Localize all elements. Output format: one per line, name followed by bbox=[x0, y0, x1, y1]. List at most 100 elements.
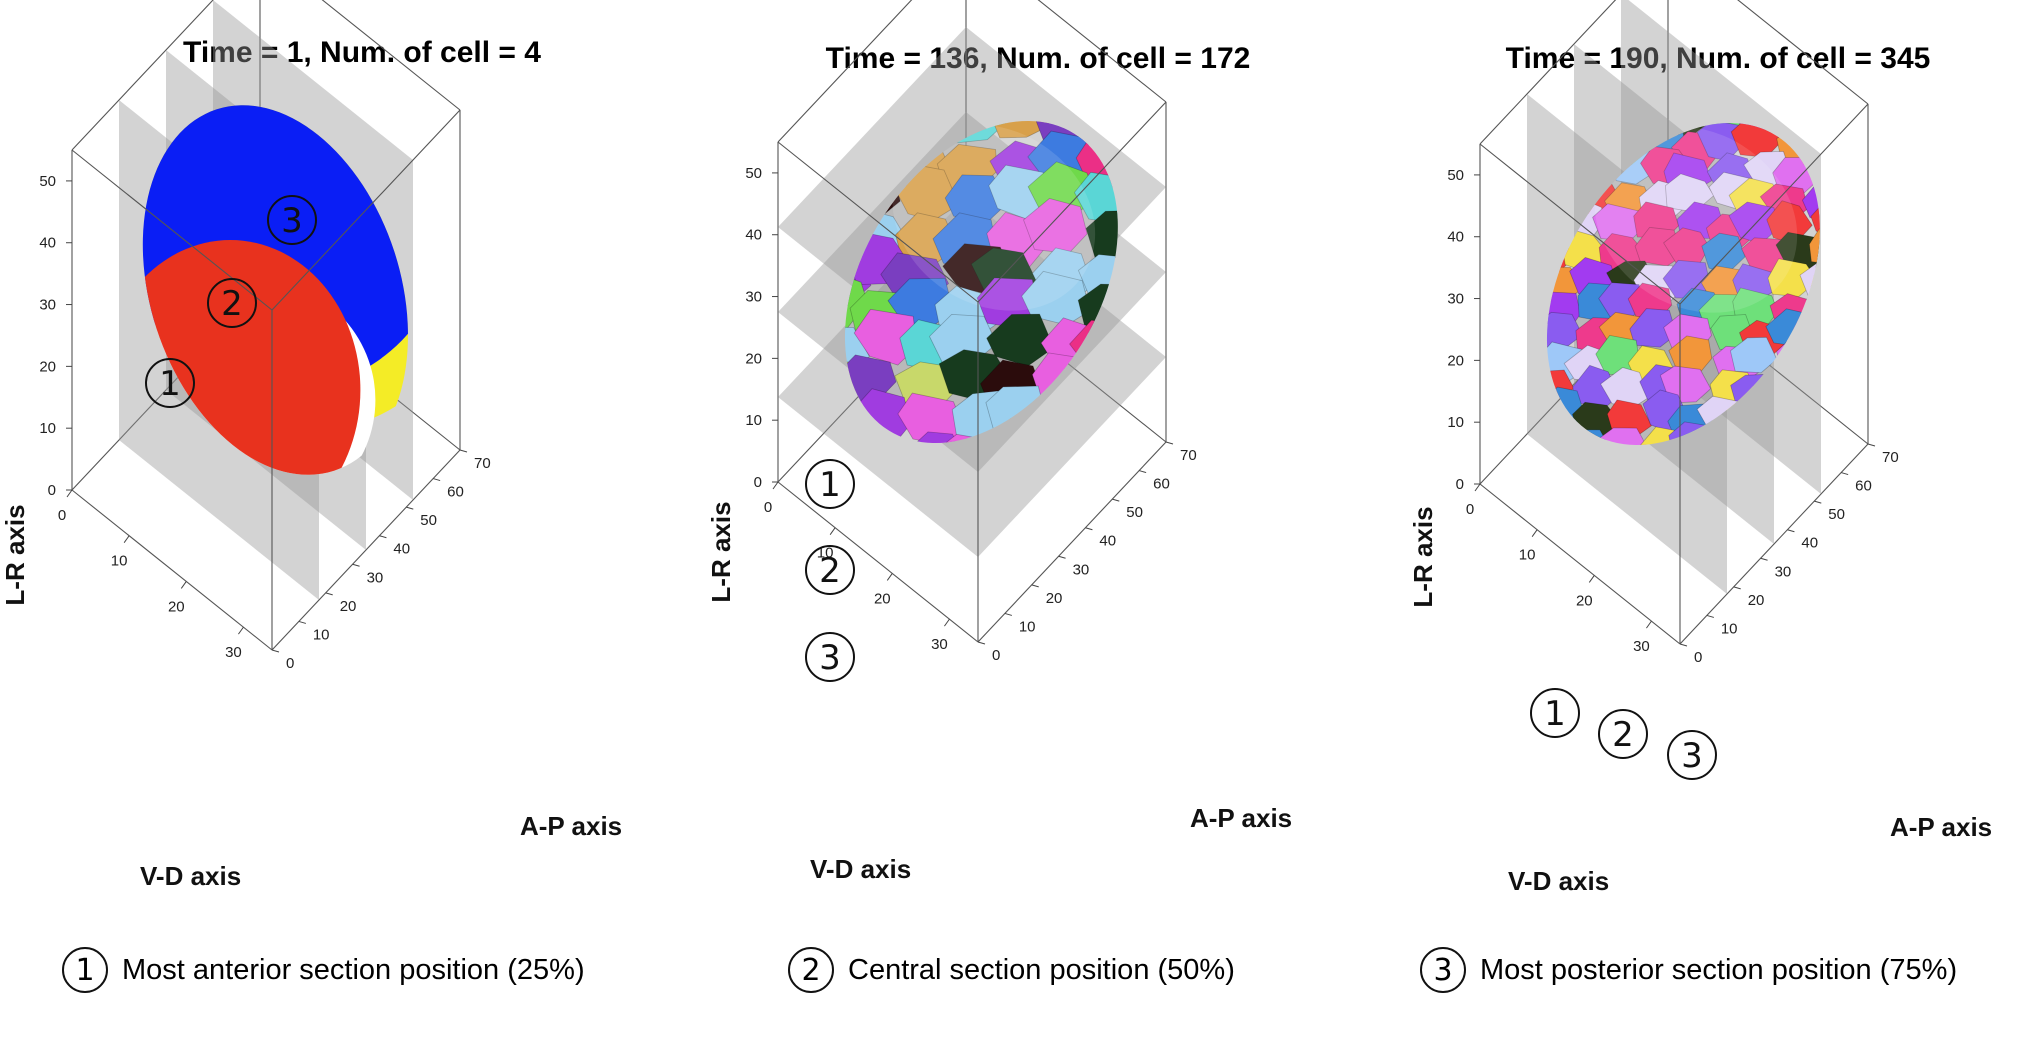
z-tick-0: 0 bbox=[1456, 476, 1464, 493]
embryo-cell-60 bbox=[1490, 201, 1513, 242]
x-tick-3: 30 bbox=[225, 644, 242, 661]
y-tick-6: 60 bbox=[1153, 476, 1170, 493]
y-tick-4: 40 bbox=[1801, 535, 1818, 552]
z-tick-3: 30 bbox=[1447, 291, 1464, 308]
section-marker-3: 3 bbox=[819, 638, 841, 678]
box-edge-back-7 bbox=[1679, 443, 1869, 645]
legend-item-3: 3 Most posterior section position (75%) bbox=[1420, 935, 1957, 1005]
x-tick-2: 20 bbox=[874, 590, 891, 607]
y-tick-mark-6 bbox=[433, 478, 441, 482]
y-tick-2: 20 bbox=[340, 598, 357, 615]
box-edge-back-0 bbox=[71, 489, 273, 651]
section-marker-circle-3 bbox=[267, 195, 317, 245]
x-tick-1: 10 bbox=[111, 553, 128, 570]
embryo-cell-34 bbox=[1814, 128, 1860, 169]
y-axis-label-3: A-P axis bbox=[1890, 812, 1992, 842]
box-edge-front-2 bbox=[1479, 143, 1681, 305]
y-tick-3: 30 bbox=[1073, 561, 1090, 578]
embryo-cell-47 bbox=[1845, 145, 1877, 187]
section-marker-2: 2 bbox=[819, 551, 841, 591]
y-tick-1: 10 bbox=[1019, 618, 1036, 635]
box-edge-back-5 bbox=[71, 0, 214, 151]
section-marker-1: 1 bbox=[1544, 694, 1566, 734]
box-edge-front-2 bbox=[71, 149, 273, 311]
x-tick-2: 20 bbox=[168, 598, 185, 615]
embryo-cell-9 bbox=[788, 106, 811, 154]
y-tick-mark-2 bbox=[1733, 586, 1741, 590]
z-tick-2: 20 bbox=[1447, 352, 1464, 369]
y-tick-0: 0 bbox=[1694, 649, 1702, 666]
y-tick-0: 0 bbox=[992, 647, 1000, 664]
z-axis-label-1: L-R axis bbox=[0, 504, 30, 605]
z-tick-1: 10 bbox=[745, 412, 762, 429]
y-axis-label-2: A-P axis bbox=[1190, 803, 1292, 833]
z-tick-2: 20 bbox=[745, 350, 762, 367]
embryo-cell-132 bbox=[1490, 365, 1518, 405]
legend-text-2: Central section position (50%) bbox=[848, 953, 1235, 986]
z-tick-5: 50 bbox=[39, 173, 56, 190]
z-tick-0: 0 bbox=[754, 474, 762, 491]
embryo-cell-0 bbox=[788, 71, 827, 114]
z-tick-3: 30 bbox=[745, 289, 762, 306]
section-marker-2: 2 bbox=[221, 284, 243, 324]
box-edge-back-5 bbox=[777, 0, 913, 143]
z-tick-4: 40 bbox=[1447, 229, 1464, 246]
x-tick-1: 10 bbox=[817, 545, 834, 562]
x-tick-mark-2 bbox=[886, 573, 893, 581]
x-tick-mark-2 bbox=[1588, 575, 1595, 583]
box-edge-back-0 bbox=[1479, 483, 1681, 645]
section-marker-circle-3 bbox=[1667, 730, 1717, 780]
embryo-cell-72 bbox=[1490, 228, 1508, 270]
y-tick-4: 40 bbox=[393, 541, 410, 558]
legend-marker-3: 3 bbox=[1420, 947, 1466, 993]
z-tick-5: 50 bbox=[1447, 167, 1464, 184]
embryo-cell-48 bbox=[1490, 185, 1516, 223]
plot-2: Time = 136, Num. of cell = 172 0 10 20 30 0 10… bbox=[706, 0, 1292, 884]
box-edge-front-2 bbox=[777, 141, 979, 303]
y-tick-mark-0 bbox=[977, 641, 986, 645]
legend-text-1: Most anterior section position (25%) bbox=[122, 953, 585, 986]
embryo-cell-65 bbox=[853, 308, 918, 366]
y-tick-6: 60 bbox=[447, 484, 464, 501]
y-tick-mark-5 bbox=[1814, 500, 1822, 504]
embryo-cell-97 bbox=[1084, 437, 1146, 489]
y-tick-mark-6 bbox=[1139, 470, 1147, 474]
chart-title-1: Time = 1, Num. of cell = 4 bbox=[183, 36, 541, 69]
embryo-cell-155 bbox=[1833, 394, 1877, 438]
x-tick-mark-2 bbox=[180, 581, 187, 589]
plot-1: Time = 1, Num. of cell = 401020300102030… bbox=[0, 0, 622, 891]
box-edge-front-1 bbox=[977, 101, 1167, 303]
embryo-cell-144 bbox=[1490, 392, 1506, 429]
z-axis-label-3: L-R axis bbox=[1408, 506, 1438, 607]
embryo-cell-18 bbox=[788, 129, 815, 186]
embryo-cell-131 bbox=[1847, 343, 1877, 382]
embryo-cell-59 bbox=[1839, 178, 1877, 218]
box-edge-back-0 bbox=[777, 481, 979, 643]
embryo-cell-169 bbox=[1499, 442, 1543, 487]
embryo-cell-95 bbox=[1840, 251, 1877, 294]
legend-marker-2: 2 bbox=[788, 947, 834, 993]
y-axis-label-1: A-P axis bbox=[520, 811, 622, 841]
y-tick-1: 10 bbox=[1721, 620, 1738, 637]
axes-box-front bbox=[71, 109, 461, 650]
embryo-cell-120 bbox=[1490, 342, 1520, 386]
y-tick-mark-1 bbox=[1706, 614, 1714, 618]
x-tick-mark-0 bbox=[66, 489, 73, 498]
z-tick-0: 0 bbox=[48, 482, 56, 499]
x-axis-label-3: V-D axis bbox=[1508, 866, 1609, 896]
section-marker-circle-1 bbox=[1530, 688, 1580, 738]
y-tick-3: 30 bbox=[367, 569, 384, 586]
z-tick-5: 50 bbox=[745, 165, 762, 182]
y-tick-mark-7 bbox=[1165, 441, 1174, 445]
embryo-cell-119 bbox=[1833, 308, 1877, 347]
y-tick-1: 10 bbox=[313, 626, 330, 643]
embryo-highlight-2 bbox=[892, 124, 1096, 311]
y-tick-mark-3 bbox=[1058, 555, 1066, 559]
y-tick-mark-0 bbox=[1679, 643, 1688, 647]
z-tick-3: 30 bbox=[39, 297, 56, 314]
y-tick-5: 50 bbox=[1126, 504, 1143, 521]
box-edge-back-6 bbox=[1737, 0, 1869, 105]
y-tick-5: 50 bbox=[1828, 506, 1845, 523]
chart-title-2: Time = 136, Num. of cell = 172 bbox=[826, 42, 1251, 75]
y-tick-mark-7 bbox=[1867, 443, 1876, 447]
